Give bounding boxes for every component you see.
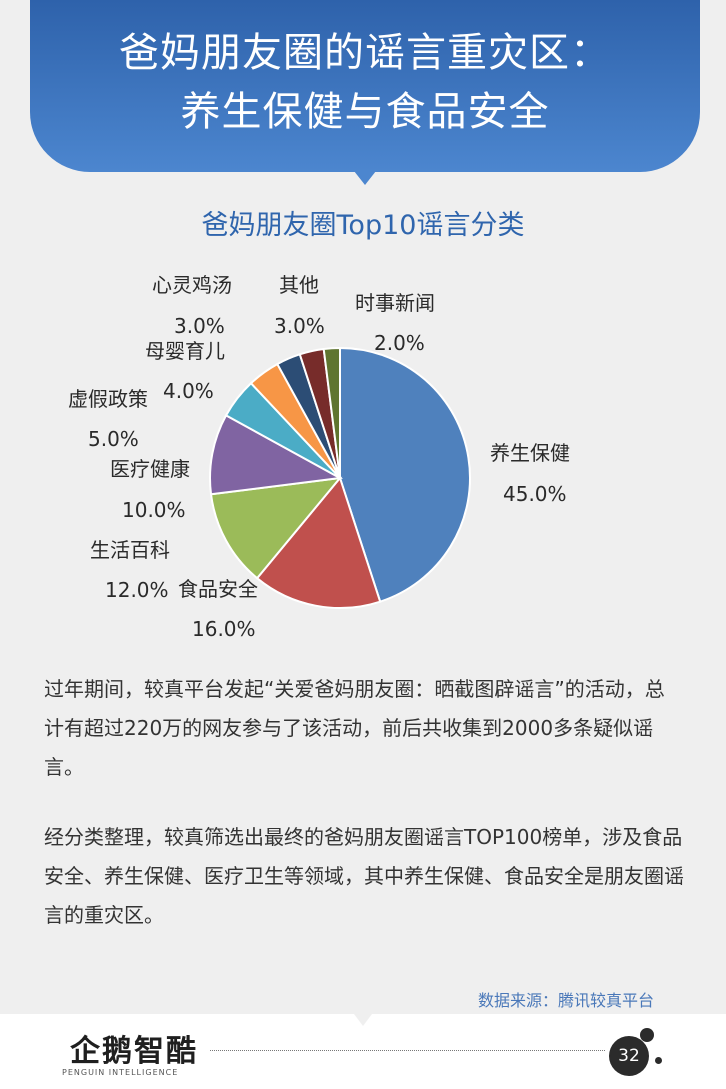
data-source: 数据来源：腾讯较真平台 bbox=[477, 991, 654, 1010]
pie-slice-3 bbox=[209, 414, 344, 496]
logo-text-en: PENGUIN INTELLIGENCE bbox=[62, 1068, 179, 1077]
pie-slices bbox=[209, 346, 471, 609]
slice-value-7: 3.0% bbox=[274, 314, 325, 338]
penguin-intelligence-logo: 企鹅智酷 PENGUIN INTELLIGENCE bbox=[62, 1024, 207, 1082]
slice-value-6: 3.0% bbox=[174, 314, 225, 338]
slice-value-0: 45.0% bbox=[503, 482, 567, 506]
banner-pointer bbox=[354, 171, 376, 185]
decor-dot-small bbox=[655, 1057, 662, 1064]
slice-label-6: 心灵鸡汤 bbox=[152, 273, 232, 297]
slice-value-1: 16.0% bbox=[192, 617, 256, 641]
slice-label-5: 母婴育儿 bbox=[145, 339, 225, 363]
slice-value-3: 10.0% bbox=[122, 498, 186, 522]
slice-label-7: 其他 bbox=[279, 273, 319, 297]
pie-chart: 养生保健 45.0% 食品安全 16.0% 生活百科 12.0% 医疗健康 10… bbox=[68, 273, 570, 641]
slice-value-4: 5.0% bbox=[88, 427, 139, 451]
logo-text-cn: 企鹅智酷 bbox=[70, 1034, 198, 1069]
title-banner: 爸妈朋友圈的谣言重灾区： 养生保健与食品安全 bbox=[30, 0, 700, 172]
page-number: 32 bbox=[609, 1036, 649, 1076]
intro-paragraph: 过年期间，较真平台发起“关爱爸妈朋友圈：晒截图辟谣言”的活动，总计有超过220万… bbox=[44, 677, 665, 779]
pie-slice-1 bbox=[255, 475, 382, 609]
pie-slice-2 bbox=[209, 476, 343, 580]
slice-value-8: 2.0% bbox=[374, 331, 425, 355]
slice-label-4: 虚假政策 bbox=[68, 387, 148, 411]
footer-notch bbox=[354, 1014, 372, 1026]
slice-value-2: 12.0% bbox=[105, 578, 169, 602]
slice-label-8: 时事新闻 bbox=[355, 291, 435, 315]
decor-dot-large bbox=[640, 1028, 654, 1042]
page-title-line-1: 爸妈朋友圈的谣言重灾区： bbox=[119, 30, 611, 76]
page-title-line-2: 养生保健与食品安全 bbox=[180, 89, 550, 135]
slice-value-5: 4.0% bbox=[163, 379, 214, 403]
slice-label-0: 养生保健 bbox=[490, 441, 570, 465]
pie-slice-8 bbox=[322, 346, 341, 479]
footer: 企鹅智酷 PENGUIN INTELLIGENCE 32 bbox=[0, 1014, 726, 1089]
slice-label-3: 医疗健康 bbox=[110, 457, 190, 481]
pie-slice-0 bbox=[339, 346, 471, 603]
slice-label-2: 生活百科 bbox=[90, 538, 170, 562]
slice-label-1: 食品安全 bbox=[178, 577, 258, 601]
pie-labels: 养生保健 45.0% 食品安全 16.0% 生活百科 12.0% 医疗健康 10… bbox=[68, 273, 570, 641]
footer-dotted-line bbox=[210, 1050, 605, 1051]
summary-paragraph: 经分类整理，较真筛选出最终的爸妈朋友圈谣言TOP100榜单，涉及食品安全、养生保… bbox=[44, 825, 684, 927]
chart-title: 爸妈朋友圈Top10谣言分类 bbox=[201, 210, 525, 241]
